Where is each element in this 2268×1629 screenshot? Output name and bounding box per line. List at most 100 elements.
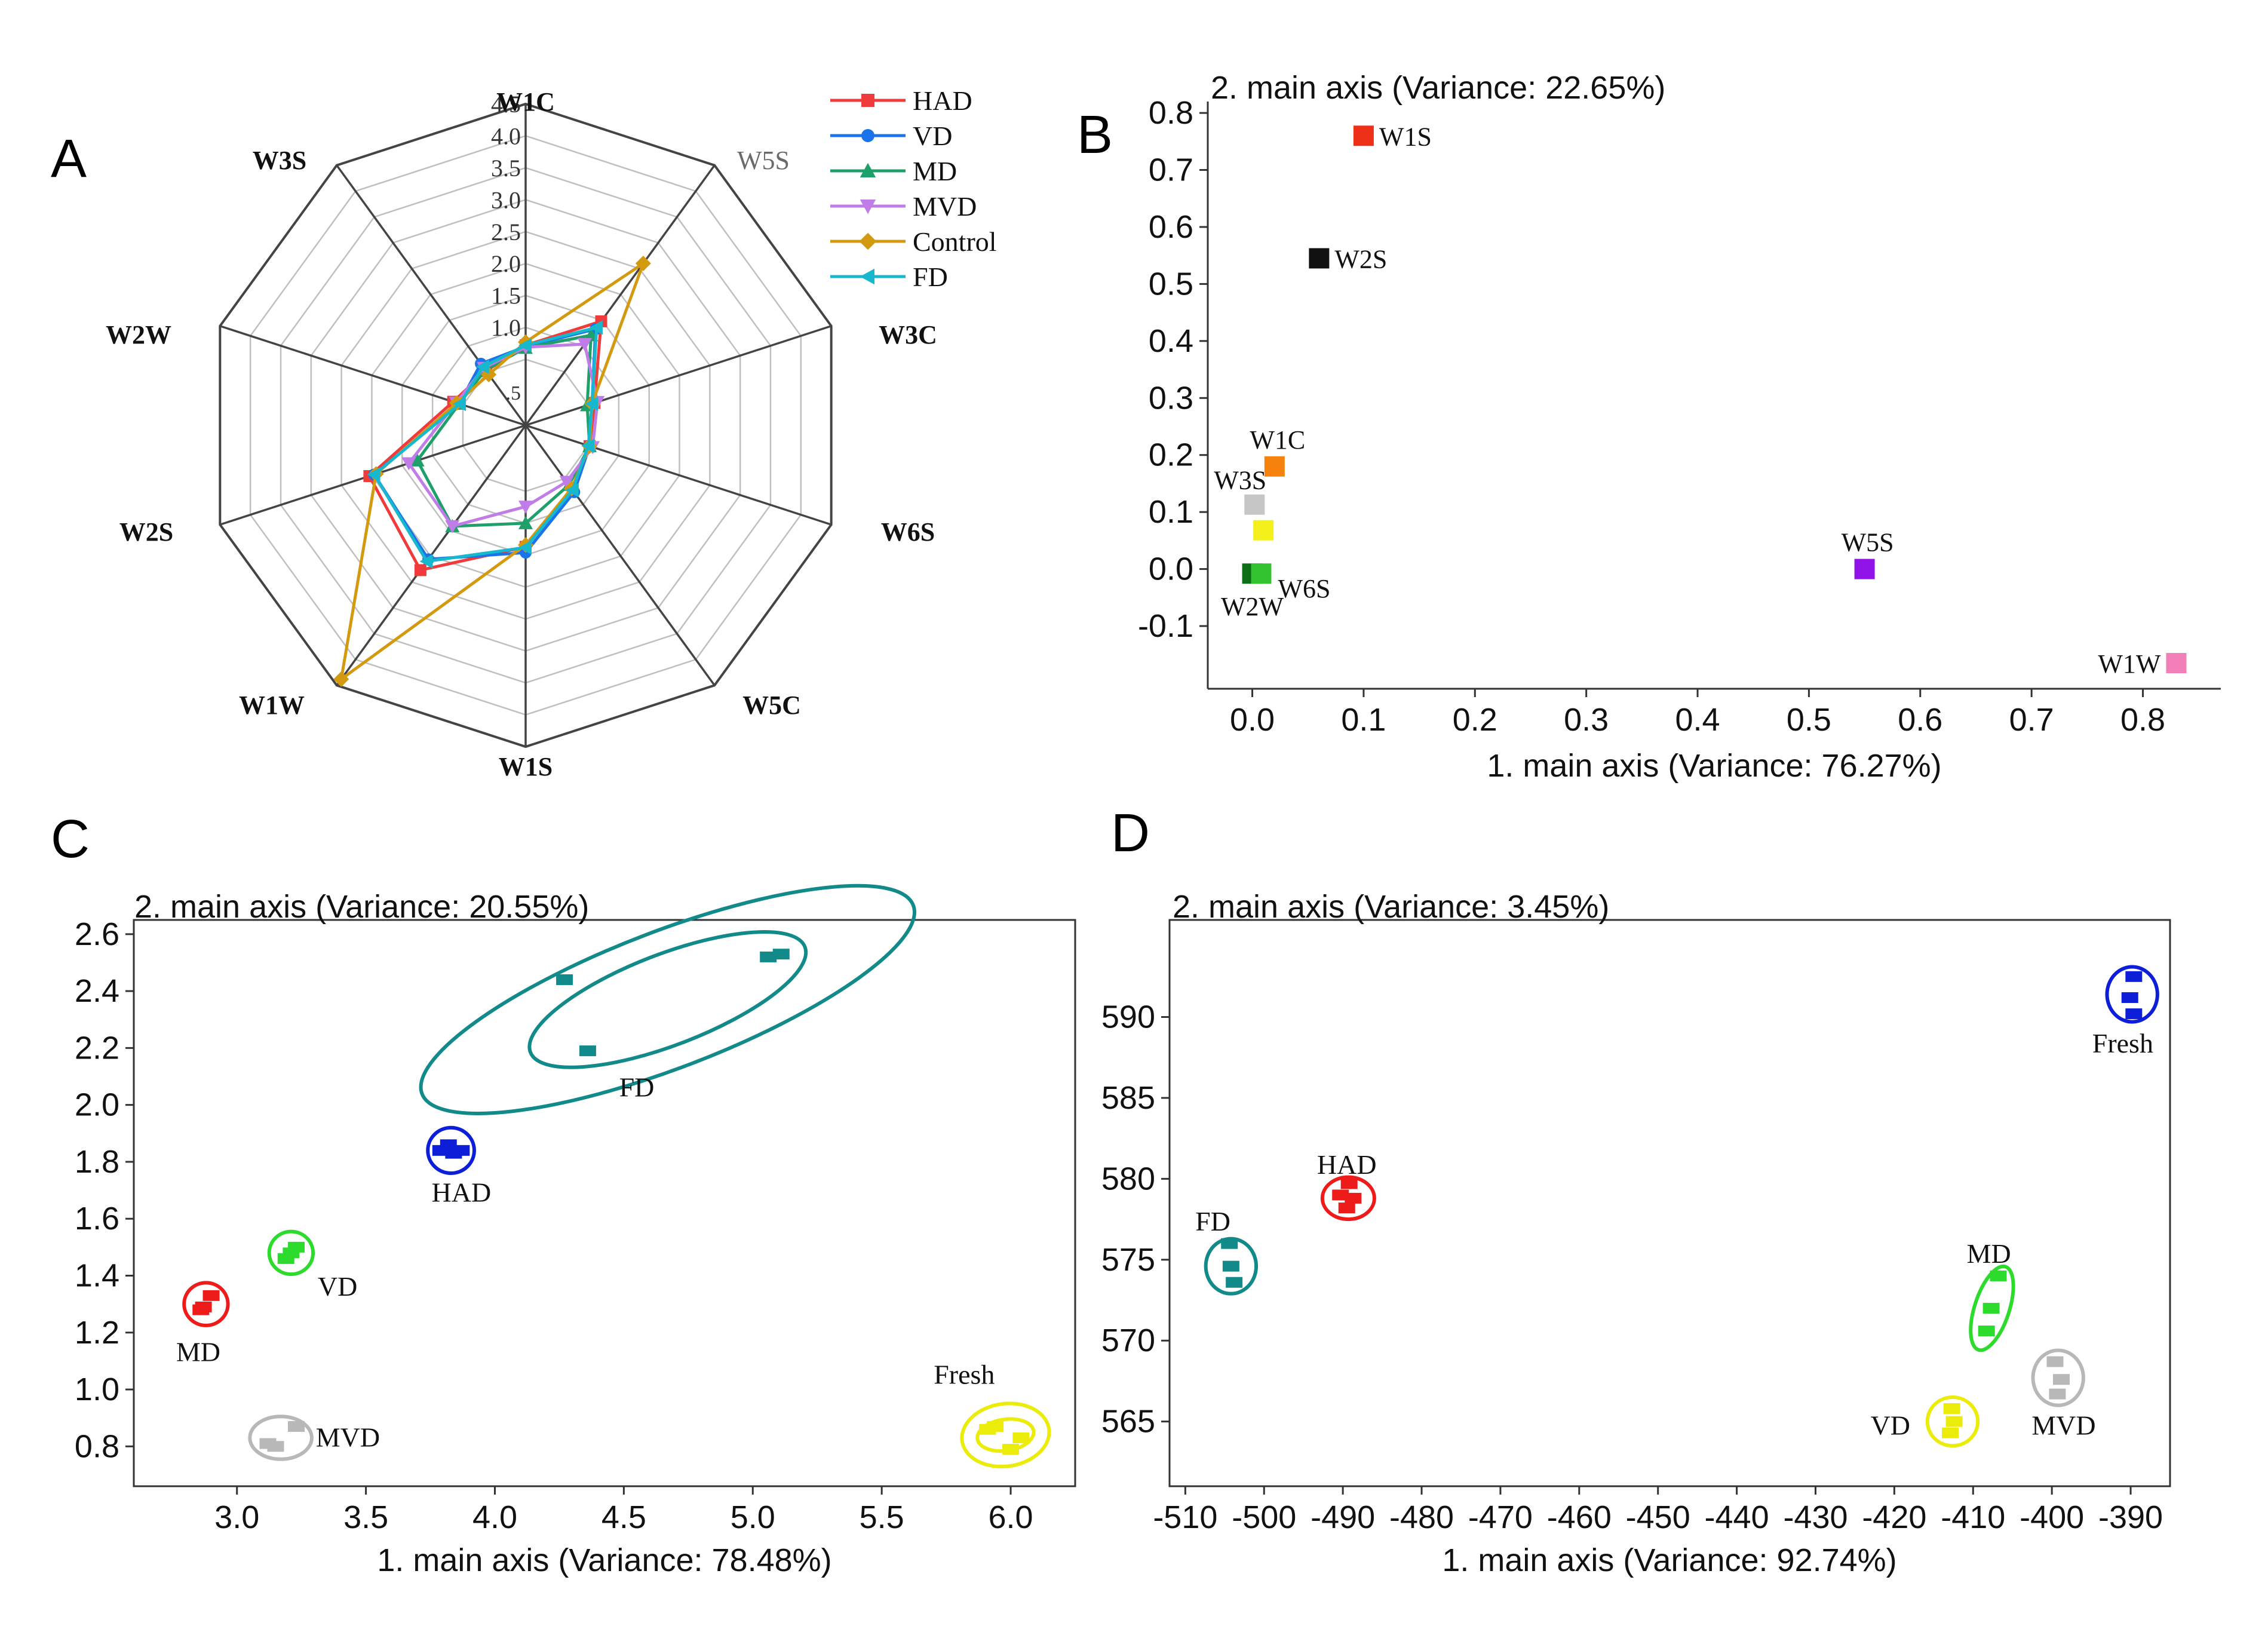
loading-point-w5s <box>1854 559 1875 579</box>
loading-point-w1s <box>1353 125 1374 146</box>
cluster-label-mvd: MVD <box>316 1422 380 1452</box>
y-tick-label: 1.6 <box>75 1201 119 1237</box>
cluster-point-fresh <box>1012 1432 1030 1444</box>
cluster-point-vd <box>1945 1416 1963 1427</box>
cluster-point-had <box>1345 1192 1362 1204</box>
cluster-point-md <box>192 1304 210 1315</box>
radar-axis-label-w2w: W2W <box>106 320 171 349</box>
cluster-point-fd <box>1226 1277 1243 1288</box>
radar-point-fd-w3c <box>585 396 599 411</box>
x-tick-label: 4.5 <box>601 1499 646 1535</box>
radar-axis-label-w3c: W3C <box>879 320 937 349</box>
cluster-label-md: MD <box>1967 1238 2011 1269</box>
cluster-label-vd: VD <box>318 1271 357 1302</box>
cluster-fresh: Fresh <box>2092 965 2159 1059</box>
panel-d: -510 -500 -490 -480 -470 -460 -450 -440 -430 -420… <box>1101 889 2171 1578</box>
cluster-point-fd <box>1221 1238 1238 1249</box>
y-tick-label: 565 <box>1101 1404 1155 1440</box>
cluster-had: HAD <box>426 1125 492 1208</box>
radar-legend: HAD VD MD MVD Control FD <box>830 85 997 292</box>
x-tick-label: -420 <box>1862 1499 1926 1535</box>
cluster-ellipse-fresh <box>960 1401 1051 1469</box>
y-tick-label: 570 <box>1101 1323 1155 1358</box>
y-tick-label: 2.6 <box>75 916 119 952</box>
cluster-point-fresh <box>1002 1444 1020 1455</box>
cluster-ellipse-md <box>182 1281 230 1327</box>
y-tick-label: 575 <box>1101 1242 1155 1278</box>
x-tick-label: 6.0 <box>989 1499 1033 1535</box>
cluster-mvd: MVD <box>2031 1348 2096 1440</box>
x-tick-label: -440 <box>1705 1499 1769 1535</box>
radar-axis-label-w1w: W1W <box>239 691 305 720</box>
cluster-point-fresh <box>979 1424 996 1435</box>
plot-frame <box>1168 919 2171 1487</box>
y-tick-label: 0.2 <box>1149 437 1193 473</box>
y-tick-label: 0.4 <box>1149 323 1193 359</box>
radar-series-fd <box>367 320 603 569</box>
radar-point-control-w1w <box>333 671 349 687</box>
x-tick-label: 3.5 <box>343 1499 388 1535</box>
radar-spoke-w3c <box>525 325 832 427</box>
cluster-ellipse-mvd <box>2031 1348 2085 1407</box>
legend-label-md: MD <box>913 156 957 186</box>
x-tick-label: 0.8 <box>2120 702 2165 738</box>
cluster-label-fd: FD <box>1195 1206 1230 1237</box>
legend-label-vd: VD <box>913 121 952 151</box>
radar-axis-label-w1c: W1C <box>496 87 555 116</box>
y-tick-label: 0.3 <box>1149 380 1193 416</box>
radar-point-mvd-w1w <box>445 520 460 533</box>
radar-point-md-w2s <box>410 453 425 467</box>
loading-point-w3s <box>1244 494 1265 515</box>
cluster-label-had: HAD <box>432 1177 492 1208</box>
panel-letter-d: D <box>1111 803 1150 863</box>
loading-label-w2s: W2S <box>1334 244 1387 274</box>
cluster-point-fresh <box>2125 1008 2143 1020</box>
cluster-point-vd <box>283 1247 300 1259</box>
legend-marker-vd <box>861 129 874 142</box>
cluster-ellipse-vd <box>1925 1395 1980 1448</box>
x-tick-label: -490 <box>1311 1499 1375 1535</box>
panel-c: 3.0 3.5 4.0 4.5 5.0 5.5 6.0 0.8 1.0 1.2 1.4 1.6 1.8 2… <box>75 883 1076 1578</box>
legend-marker-control <box>859 232 877 250</box>
x-tick-label: 0.3 <box>1564 702 1609 738</box>
radar-tick-label: .5 <box>506 382 521 404</box>
x-tick-label: 5.0 <box>731 1499 775 1535</box>
cluster-point-fd <box>1222 1260 1239 1272</box>
y-tick-label: 590 <box>1101 999 1155 1035</box>
cluster-label-fd: FD <box>619 1072 655 1102</box>
loading-label-w6s: W6S <box>1278 574 1330 603</box>
loading-label-w2w: W2W <box>1221 592 1284 621</box>
cluster-point-vd <box>1942 1427 1959 1438</box>
loading-label-w1c: W1C <box>1250 425 1305 455</box>
cluster-md: MD <box>176 1281 230 1367</box>
x-tick-label: 0.6 <box>1898 702 1942 738</box>
legend-marker-mvd <box>860 200 876 214</box>
cluster-ellipse-had <box>1320 1175 1376 1222</box>
x-tick-label: 0.0 <box>1230 702 1275 738</box>
y-tick-label: 0.5 <box>1149 266 1193 302</box>
radar-point-fd-w5c <box>565 483 579 498</box>
y-tick-label: 1.2 <box>75 1315 119 1351</box>
legend-marker-md <box>860 162 876 177</box>
cluster-ellipse-md <box>1969 1264 2015 1352</box>
y-tick-label: 2.2 <box>75 1030 119 1066</box>
cluster-point-fd <box>579 1045 596 1057</box>
cluster-label-vd: VD <box>1871 1410 1910 1440</box>
x-tick-label: 5.5 <box>860 1499 904 1535</box>
chart-title-y-axis: 2. main axis (Variance: 22.65%) <box>1211 70 1665 106</box>
cluster-fresh: Fresh <box>934 1360 1051 1469</box>
cluster-point-fresh <box>2125 971 2143 982</box>
radar-spoke-w2w <box>219 325 526 427</box>
radar-point-fd-w6s <box>581 438 595 453</box>
cluster-vd: VD <box>1871 1395 1980 1448</box>
cluster-point-fd <box>760 951 777 962</box>
cluster-point-fresh <box>2121 992 2138 1004</box>
radar-tick-label: 2.0 <box>491 250 521 277</box>
x-tick-label: -410 <box>1941 1499 2005 1535</box>
y-tick-label: 0.7 <box>1149 152 1193 188</box>
cluster-point-vd <box>1943 1403 1960 1414</box>
loading-label-w3s: W3S <box>1214 466 1266 495</box>
loading-point-w1w <box>2166 653 2187 674</box>
